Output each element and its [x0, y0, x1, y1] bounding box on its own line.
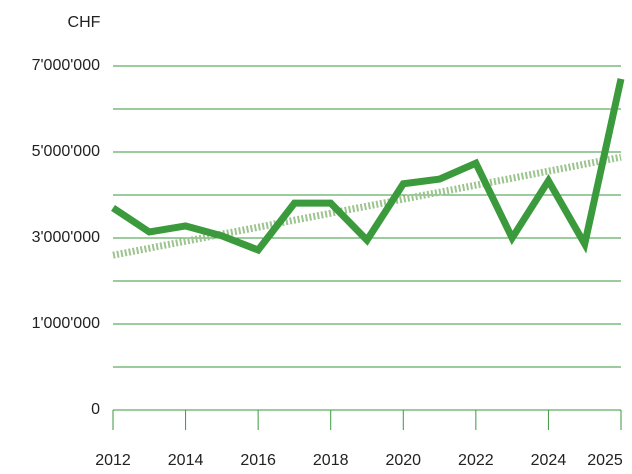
y-tick-label: 0 — [91, 401, 100, 418]
x-tick-label: 2014 — [168, 452, 204, 469]
y-axis-label: CHF — [68, 14, 101, 31]
x-tick-label: 2016 — [240, 452, 276, 469]
x-tick-label: 2025 — [587, 452, 623, 469]
x-tick-label: 2022 — [458, 452, 494, 469]
x-tick-label: 2018 — [313, 452, 349, 469]
data-line — [111, 78, 625, 255]
x-tick-label: 2024 — [531, 452, 567, 469]
y-tick-label: 7'000'000 — [32, 57, 101, 74]
y-tick-label: 3'000'000 — [32, 229, 101, 246]
y-tick-label: 1'000'000 — [32, 315, 101, 332]
x-tick-label: 2020 — [385, 452, 421, 469]
y-tick-label: 5'000'000 — [32, 143, 101, 160]
x-tick-label: 2012 — [95, 452, 131, 469]
